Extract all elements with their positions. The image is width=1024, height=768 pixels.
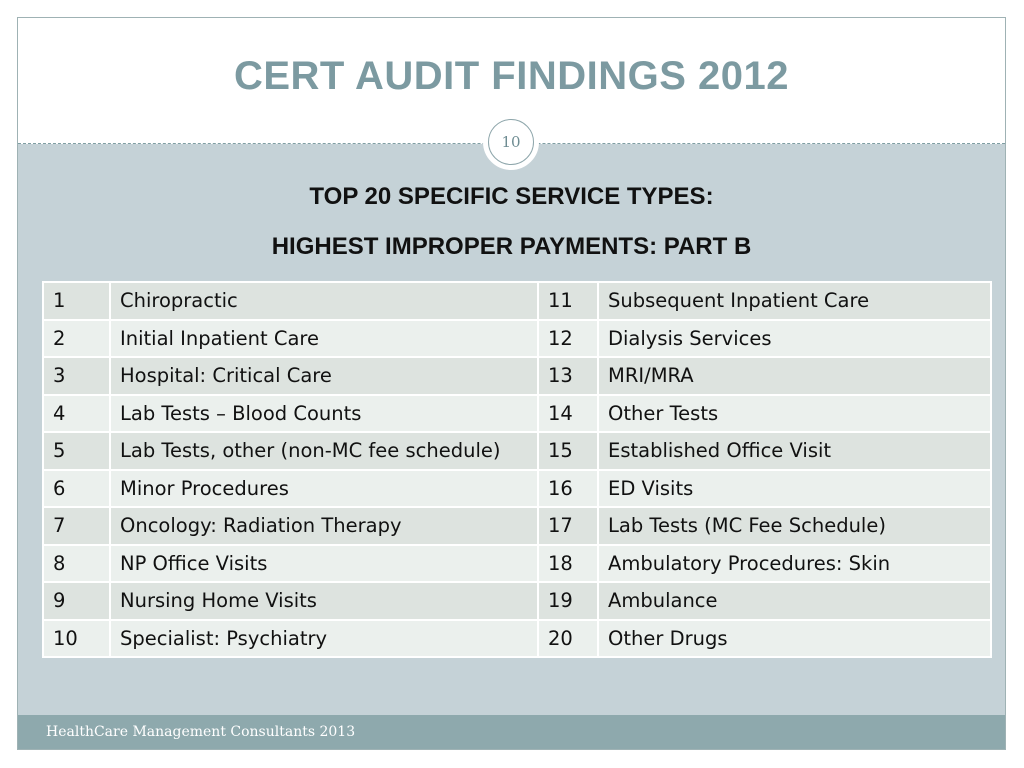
service-types-table: 1 Chiropractic 11 Subsequent Inpatient Care… <box>42 281 992 658</box>
table-row: 10 Specialist: Psychiatry 20 Other Drugs <box>42 618 992 658</box>
service-cell: ED Visits <box>597 468 992 508</box>
rank-cell: 9 <box>42 581 111 621</box>
rank-cell: 11 <box>537 281 599 321</box>
rank-cell: 10 <box>42 618 111 658</box>
slide-number: 10 <box>488 119 534 165</box>
service-cell: Specialist: Psychiatry <box>109 618 539 658</box>
rank-cell: 4 <box>42 393 111 433</box>
table-row: 7 Oncology: Radiation Therapy 17 Lab Tests … <box>42 506 992 546</box>
service-cell: Dialysis Services <box>597 318 992 358</box>
slide-number-badge: 10 <box>483 114 539 170</box>
subtitle-line-2: HIGHEST IMPROPER PAYMENTS: PART B <box>271 233 752 260</box>
service-cell: Subsequent Inpatient Care <box>597 281 992 321</box>
service-cell: Lab Tests, other (non-MC fee schedule) <box>109 431 539 471</box>
table-row: 5 Lab Tests, other (non-MC fee schedule) 1… <box>42 431 992 471</box>
slide-title: CERT AUDIT FINDINGS 2012 <box>233 54 790 98</box>
rank-cell: 17 <box>537 506 599 546</box>
service-cell: Established Office Visit <box>597 431 992 471</box>
rank-cell: 5 <box>42 431 111 471</box>
rank-cell: 13 <box>537 356 599 396</box>
subtitle-line-1: TOP 20 SPECIFIC SERVICE TYPES: <box>309 183 714 210</box>
rank-cell: 2 <box>42 318 111 358</box>
table-row: 6 Minor Procedures 16 ED Visits <box>42 468 992 508</box>
slide: CERT AUDIT FINDINGS 2012 10 TOP 20 SPECI… <box>17 17 1006 750</box>
service-cell: Minor Procedures <box>109 468 539 508</box>
rank-cell: 16 <box>537 468 599 508</box>
rank-cell: 19 <box>537 581 599 621</box>
service-cell: Nursing Home Visits <box>109 581 539 621</box>
service-cell: NP Office Visits <box>109 543 539 583</box>
table-row: 2 Initial Inpatient Care 12 Dialysis Servic… <box>42 318 992 358</box>
service-cell: Ambulance <box>597 581 992 621</box>
footer-bar: HealthCare Management Consultants 2013 <box>18 715 1005 749</box>
rank-cell: 14 <box>537 393 599 433</box>
service-cell: Ambulatory Procedures: Skin <box>597 543 992 583</box>
footer-text: HealthCare Management Consultants 2013 <box>46 724 356 740</box>
table-row: 4 Lab Tests – Blood Counts 14 Other Tests <box>42 393 992 433</box>
rank-cell: 20 <box>537 618 599 658</box>
rank-cell: 8 <box>42 543 111 583</box>
table-row: 9 Nursing Home Visits 19 Ambulance <box>42 581 992 621</box>
service-cell: Other Drugs <box>597 618 992 658</box>
service-cell: Oncology: Radiation Therapy <box>109 506 539 546</box>
table-row: 3 Hospital: Critical Care 13 MRI/MRA <box>42 356 992 396</box>
rank-cell: 7 <box>42 506 111 546</box>
rank-cell: 15 <box>537 431 599 471</box>
rank-cell: 12 <box>537 318 599 358</box>
service-cell: Lab Tests – Blood Counts <box>109 393 539 433</box>
rank-cell: 18 <box>537 543 599 583</box>
table-row: 1 Chiropractic 11 Subsequent Inpatient Care <box>42 281 992 321</box>
service-cell: Other Tests <box>597 393 992 433</box>
service-cell: Initial Inpatient Care <box>109 318 539 358</box>
service-cell: MRI/MRA <box>597 356 992 396</box>
rank-cell: 1 <box>42 281 111 321</box>
rank-cell: 6 <box>42 468 111 508</box>
table-body: 1 Chiropractic 11 Subsequent Inpatient Care… <box>42 281 992 658</box>
service-cell: Lab Tests (MC Fee Schedule) <box>597 506 992 546</box>
table-row: 8 NP Office Visits 18 Ambulatory Procedures… <box>42 543 992 583</box>
service-cell: Chiropractic <box>109 281 539 321</box>
service-cell: Hospital: Critical Care <box>109 356 539 396</box>
rank-cell: 3 <box>42 356 111 396</box>
